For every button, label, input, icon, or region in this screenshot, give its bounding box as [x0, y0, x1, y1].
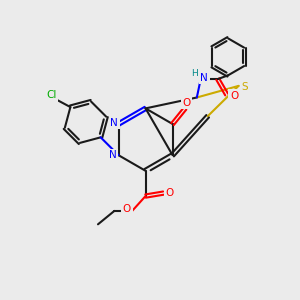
Text: Cl: Cl — [46, 90, 56, 100]
Text: O: O — [230, 91, 238, 101]
Text: N: N — [109, 150, 116, 160]
Text: O: O — [182, 98, 191, 108]
Text: S: S — [242, 82, 248, 92]
Text: N: N — [200, 73, 208, 82]
Text: O: O — [166, 188, 174, 198]
Text: O: O — [123, 204, 131, 214]
Text: H: H — [191, 69, 197, 78]
Text: N: N — [110, 118, 118, 128]
